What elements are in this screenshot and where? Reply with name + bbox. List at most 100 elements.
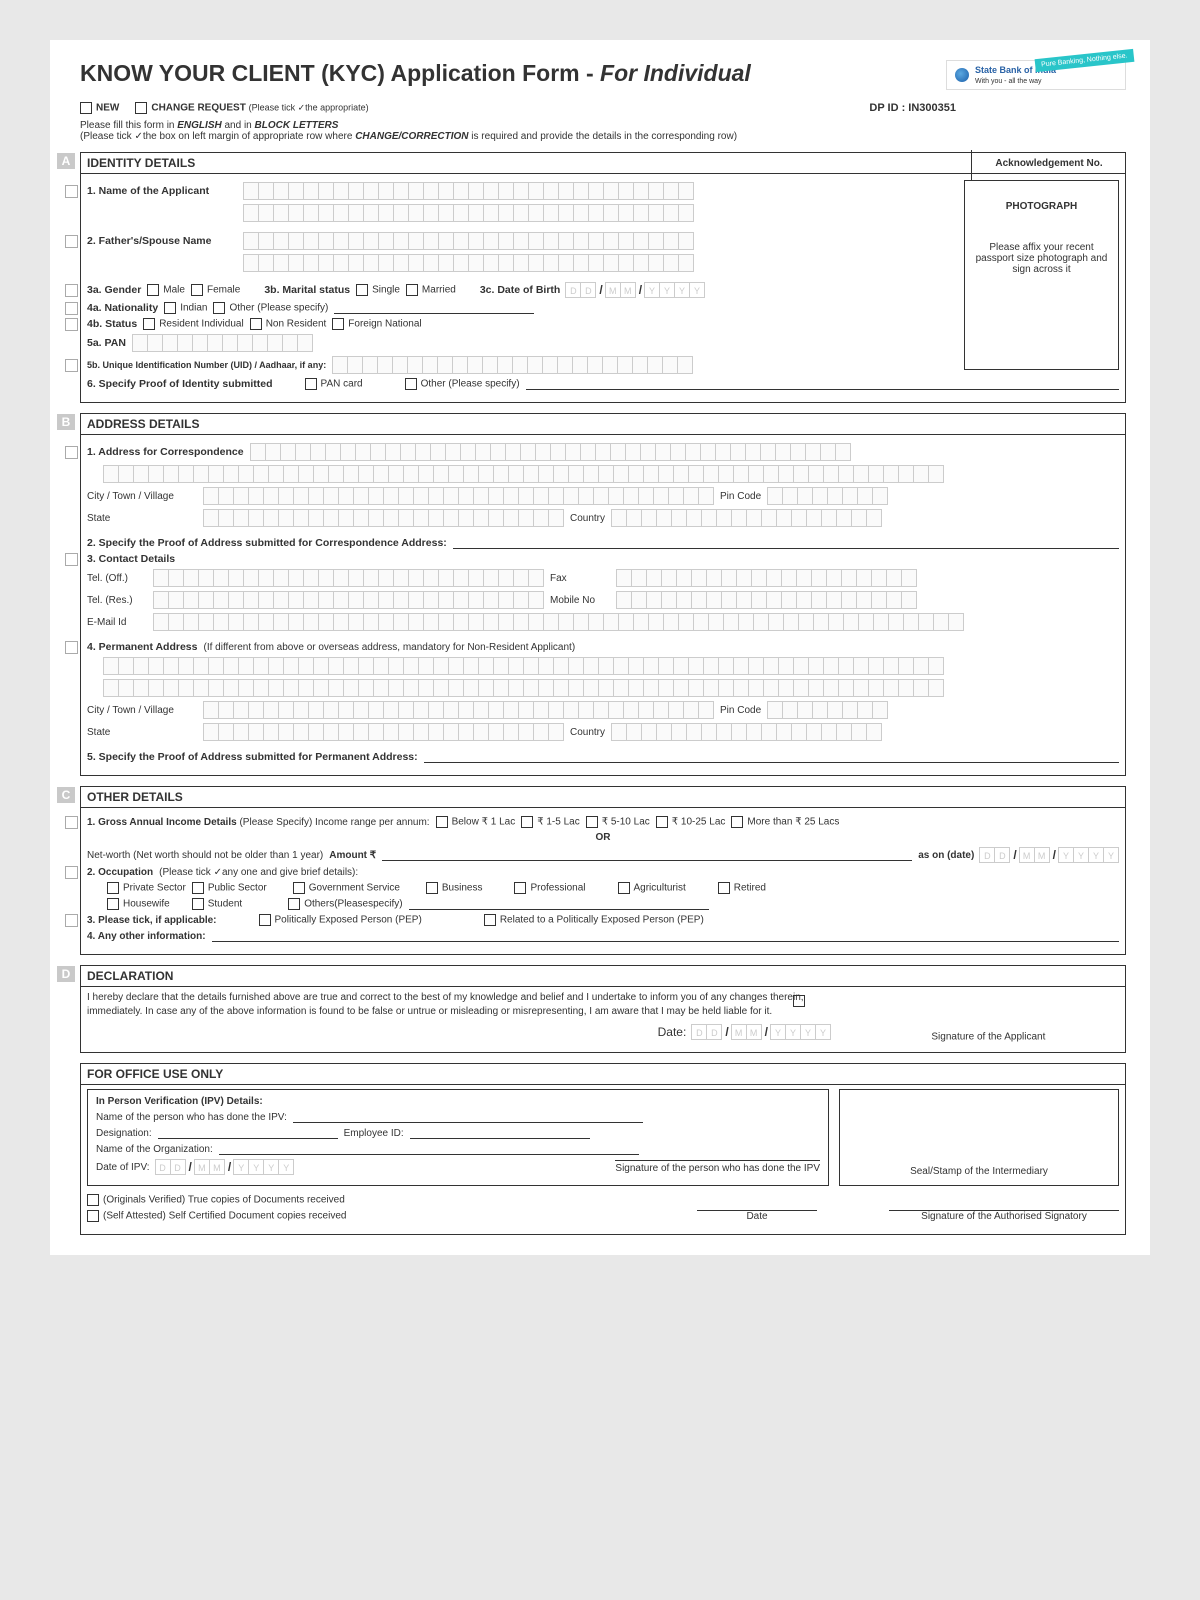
dp-id: DP ID : IN300351 bbox=[869, 102, 956, 114]
ipv-date-input[interactable]: DD/MM/YYYY bbox=[156, 1159, 295, 1175]
uid-input[interactable] bbox=[332, 356, 693, 374]
margin-checkbox[interactable] bbox=[65, 641, 78, 654]
perm-address-input[interactable] bbox=[103, 657, 944, 675]
applicant-name-input[interactable] bbox=[243, 182, 694, 200]
pin-input[interactable] bbox=[767, 487, 888, 505]
pan-input[interactable] bbox=[132, 334, 313, 352]
networth-date[interactable]: DD/MM/YYYY bbox=[980, 847, 1119, 863]
poi-pan[interactable]: PAN card bbox=[305, 378, 363, 390]
networth-amount[interactable] bbox=[382, 849, 912, 861]
occ-2[interactable]: Public Sector bbox=[192, 882, 267, 894]
networth-hint: Net-worth (Net worth should not be older… bbox=[87, 850, 323, 861]
occ-1[interactable]: Private Sector bbox=[107, 882, 186, 894]
income-5[interactable]: More than ₹ 25 Lacs bbox=[731, 816, 839, 828]
income-2[interactable]: ₹ 1-5 Lac bbox=[521, 816, 580, 828]
poi-other-line[interactable] bbox=[526, 378, 1119, 390]
nationality-other-line[interactable] bbox=[334, 302, 534, 314]
nationality-other[interactable]: Other (Please specify) bbox=[213, 302, 328, 314]
seal-box: Seal/Stamp of the Intermediary bbox=[839, 1089, 1119, 1186]
originals-verified-checkbox[interactable]: (Originals Verified) True copies of Docu… bbox=[87, 1194, 345, 1206]
margin-checkbox[interactable] bbox=[65, 816, 78, 829]
occ-10[interactable]: Others(Pleasespecify) bbox=[288, 898, 402, 910]
applicant-name-input-2[interactable] bbox=[243, 204, 694, 222]
ipv-date-label: Date of IPV: bbox=[96, 1162, 150, 1173]
marital-single[interactable]: Single bbox=[356, 284, 400, 296]
occ-4[interactable]: Business bbox=[426, 882, 483, 894]
gender-male[interactable]: Male bbox=[147, 284, 185, 296]
gender-label: 3a. Gender bbox=[87, 284, 141, 296]
margin-checkbox[interactable] bbox=[65, 446, 78, 459]
father-spouse-input[interactable] bbox=[243, 232, 694, 250]
designation-line[interactable] bbox=[158, 1127, 338, 1139]
office-date-label: Date bbox=[697, 1210, 817, 1222]
pin-input-2[interactable] bbox=[767, 701, 888, 719]
margin-checkbox[interactable] bbox=[65, 553, 78, 566]
mobile-input[interactable] bbox=[616, 591, 917, 609]
perm-address-input-2[interactable] bbox=[103, 679, 944, 697]
occ-6[interactable]: Agriculturist bbox=[618, 882, 686, 894]
email-input[interactable] bbox=[153, 613, 964, 631]
poi-other[interactable]: Other (Please specify) bbox=[405, 378, 520, 390]
occ-other-line[interactable] bbox=[409, 898, 709, 910]
dob-input[interactable]: DD/MM/YYYY bbox=[566, 282, 705, 298]
poa-corr-line[interactable] bbox=[453, 537, 1119, 549]
occ-9[interactable]: Student bbox=[192, 898, 242, 910]
org-line[interactable] bbox=[219, 1143, 639, 1155]
margin-checkbox[interactable] bbox=[65, 284, 78, 297]
rpep-checkbox[interactable]: Related to a Politically Exposed Person … bbox=[484, 914, 704, 926]
gender-female[interactable]: Female bbox=[191, 284, 240, 296]
office-header: FOR OFFICE USE ONLY bbox=[81, 1064, 1125, 1085]
occ-7[interactable]: Retired bbox=[718, 882, 766, 894]
margin-checkbox[interactable] bbox=[65, 302, 78, 315]
org-label: Name of the Organization: bbox=[96, 1144, 213, 1155]
marital-married[interactable]: Married bbox=[406, 284, 456, 296]
ipv-name-line[interactable] bbox=[293, 1111, 643, 1123]
other-info-line[interactable] bbox=[212, 930, 1119, 942]
new-checkbox[interactable]: NEW bbox=[80, 102, 119, 114]
state-input[interactable] bbox=[203, 509, 564, 527]
occ-5[interactable]: Professional bbox=[514, 882, 585, 894]
nationality-indian[interactable]: Indian bbox=[164, 302, 207, 314]
corr-address-input-2[interactable] bbox=[103, 465, 944, 483]
corr-address-input[interactable] bbox=[250, 443, 851, 461]
uid-label: 5b. Unique Identification Number (UID) /… bbox=[87, 360, 326, 370]
city-input-2[interactable] bbox=[203, 701, 714, 719]
status-foreign[interactable]: Foreign National bbox=[332, 318, 421, 330]
margin-checkbox[interactable] bbox=[65, 318, 78, 331]
income-4[interactable]: ₹ 10-25 Lac bbox=[656, 816, 726, 828]
country-label: Country bbox=[570, 513, 605, 524]
declaration-header: DECLARATION bbox=[81, 966, 1125, 987]
margin-checkbox[interactable] bbox=[65, 185, 78, 198]
country-input[interactable] bbox=[611, 509, 882, 527]
margin-checkbox[interactable] bbox=[65, 866, 78, 879]
empid-line[interactable] bbox=[410, 1127, 590, 1139]
poa-perm-label: 5. Specify the Proof of Address submitte… bbox=[87, 751, 418, 763]
pep-checkbox[interactable]: Politically Exposed Person (PEP) bbox=[259, 914, 422, 926]
father-spouse-label: 2. Father's/Spouse Name bbox=[87, 235, 237, 247]
status-nonresident[interactable]: Non Resident bbox=[250, 318, 327, 330]
margin-checkbox[interactable] bbox=[65, 359, 78, 372]
country-input-2[interactable] bbox=[611, 723, 882, 741]
tel-off-input[interactable] bbox=[153, 569, 544, 587]
poa-perm-line[interactable] bbox=[424, 751, 1119, 763]
margin-checkbox[interactable] bbox=[65, 914, 78, 927]
father-spouse-input-2[interactable] bbox=[243, 254, 694, 272]
city-label: City / Town / Village bbox=[87, 491, 197, 502]
state-input-2[interactable] bbox=[203, 723, 564, 741]
decl-date-input[interactable]: DD/MM/YYYY bbox=[692, 1024, 831, 1040]
fax-input[interactable] bbox=[616, 569, 917, 587]
change-request-checkbox[interactable]: CHANGE REQUEST (Please tick ✓the appropr… bbox=[135, 102, 368, 114]
dob-label: 3c. Date of Birth bbox=[480, 284, 561, 296]
occ-8[interactable]: Housewife bbox=[107, 898, 170, 910]
pan-label: 5a. PAN bbox=[87, 337, 126, 349]
occ-3[interactable]: Government Service bbox=[293, 882, 400, 894]
tel-res-input[interactable] bbox=[153, 591, 544, 609]
city-input[interactable] bbox=[203, 487, 714, 505]
margin-checkbox[interactable] bbox=[65, 235, 78, 248]
income-3[interactable]: ₹ 5-10 Lac bbox=[586, 816, 650, 828]
self-attested-checkbox[interactable]: (Self Attested) Self Certified Document … bbox=[87, 1210, 346, 1222]
auth-sig-label: Signature of the Authorised Signatory bbox=[889, 1210, 1119, 1222]
income-label: 1. Gross Annual Income Details bbox=[87, 817, 237, 828]
income-1[interactable]: Below ₹ 1 Lac bbox=[436, 816, 516, 828]
status-resident[interactable]: Resident Individual bbox=[143, 318, 244, 330]
